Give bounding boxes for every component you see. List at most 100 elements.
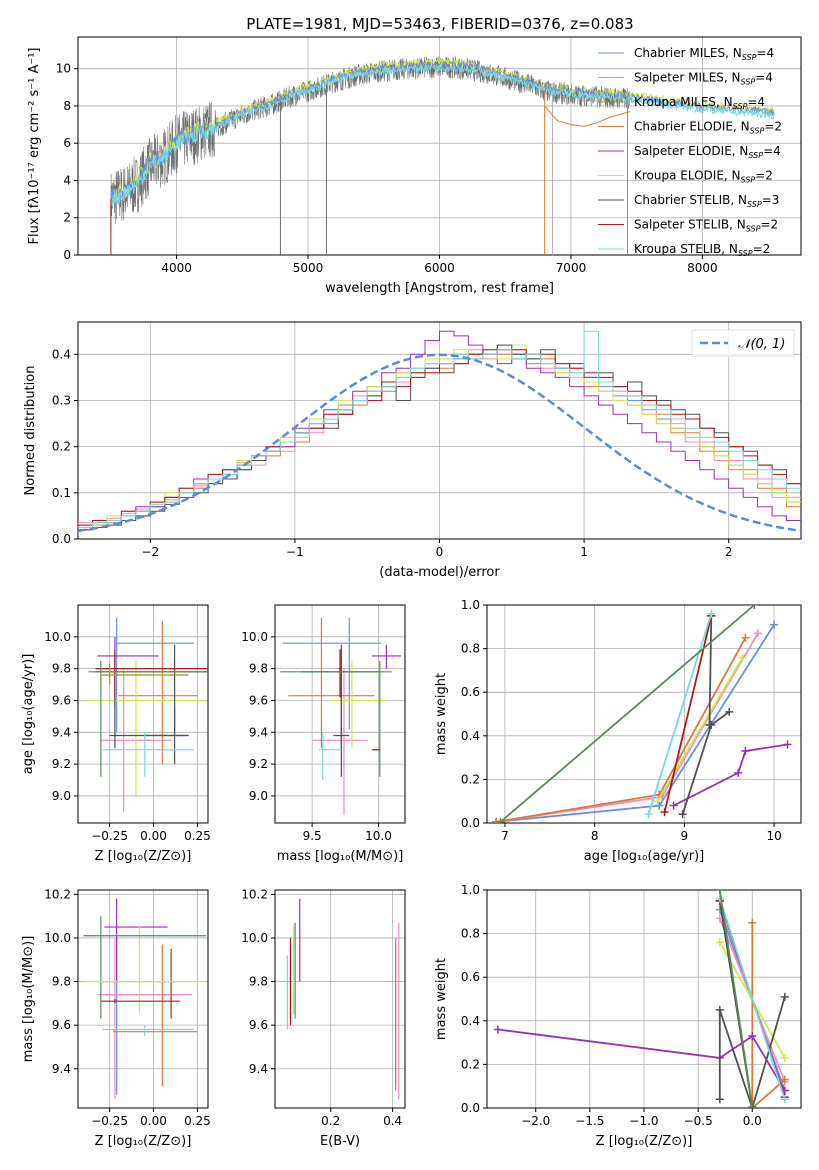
data-point [104, 898, 168, 982]
data-point [102, 732, 194, 777]
y-tick-label: 9.2 [52, 757, 71, 771]
y-tick-label: 0.4 [461, 1014, 480, 1028]
data-point [371, 644, 402, 669]
y-tick-label: 0.0 [461, 1101, 480, 1115]
panel-age_vs_Z: −0.25 0.00 0.25 9.0 9.2 9.4 9.6 9.8 10.0 Z [log₁₀… [21, 604, 211, 864]
y-axis-label: mass weight [434, 958, 449, 1040]
x-tick-label: 0.2 [321, 1114, 340, 1128]
spectrum-lines [110, 56, 775, 255]
x-tick-label: 1 [580, 545, 588, 559]
data-point [100, 663, 189, 685]
figure-title: PLATE=1981, MJD=53463, FIBERID=0376, z=0… [246, 15, 633, 33]
legend-label: Chabrier STELIB, NSSP=3 [634, 193, 779, 209]
series-line-chabrier_stelib [708, 615, 713, 725]
panel-age_vs_mass: 9.5 10.0 9.0 9.2 9.4 9.6 9.8 10.0 mass [log₁₀(M/… [241, 604, 406, 864]
x-tick-label: −2 [141, 545, 159, 559]
x-tick-label: −0.25 [91, 829, 128, 843]
y-tick-label: 10 [56, 62, 71, 76]
series-marker [725, 707, 734, 716]
y-tick-label: 0.0 [461, 816, 480, 830]
x-tick-label: −0.5 [684, 1114, 713, 1128]
y-tick-label: 9.6 [249, 693, 268, 707]
x-tick-label: 10.0 [365, 829, 392, 843]
series-line-chabrier_stelib [681, 711, 730, 815]
series-marker [653, 797, 662, 806]
x-tick-label: 10 [766, 829, 781, 843]
data-point [102, 1025, 194, 1037]
series-marker [748, 918, 757, 927]
series-marker [678, 810, 687, 819]
y-axis-label: mass weight [434, 673, 449, 755]
grid [487, 604, 801, 824]
y-tick-label: 0.1 [52, 486, 71, 500]
series-line-kroupa_stelib [718, 898, 786, 1100]
y-tick-label: 9.8 [52, 662, 71, 676]
legend-label: Salpeter STELIB, NSSP=2 [634, 218, 778, 234]
data-point [280, 660, 392, 777]
series-marker [770, 620, 779, 629]
y-tick-label: 1.0 [461, 883, 480, 897]
axes-frame [77, 604, 209, 824]
y-tick-label: 9.6 [249, 1018, 268, 1032]
x-tick-label: 9 [681, 829, 689, 843]
data-point [333, 649, 350, 749]
series-marker [496, 817, 505, 823]
series-line-salpeter_elodie [673, 743, 788, 807]
x-tick-label: 0.4 [383, 1114, 402, 1128]
series-marker [669, 801, 678, 810]
legend-label: Chabrier ELODIE, NSSP=2 [634, 120, 782, 136]
legend-label: 𝒩(0, 1) [738, 337, 785, 352]
y-tick-label: 9.4 [52, 725, 71, 739]
x-tick-label: 8000 [687, 261, 718, 275]
normal-curve [78, 353, 801, 533]
data-point [83, 916, 207, 1019]
series-marker [783, 740, 792, 749]
legend: 𝒩(0, 1) [691, 329, 795, 357]
y-tick-label: 4 [63, 173, 71, 187]
x-axis-label: Z [log₁₀(Z/Z⊙)] [95, 1134, 192, 1149]
x-axis-label: E(B-V) [320, 1134, 360, 1149]
x-tick-label: −1.5 [575, 1114, 604, 1128]
legend-label: Salpeter MILES, NSSP=4 [634, 71, 773, 87]
data-point [97, 636, 159, 709]
y-tick-label: 9.4 [249, 1062, 268, 1076]
series-marker [660, 808, 669, 817]
y-axis-label: Normed distribution [23, 366, 38, 496]
legend-label: Chabrier MILES, NSSP=4 [634, 46, 774, 62]
y-tick-label: 0.4 [52, 347, 71, 361]
data-point [97, 937, 193, 1100]
series-marker [753, 629, 762, 638]
y-tick-label: 10.2 [241, 887, 268, 901]
series-marker [734, 768, 743, 777]
panel-mass_vs_ebv: 0.2 0.4 9.4 9.6 9.8 10.0 10.2 E(B-V) [241, 887, 406, 1149]
x-axis-label: Z [log₁₀(Z/Z⊙)] [95, 849, 192, 864]
histogram-salpeter_elodie [78, 330, 801, 531]
axes-frame [486, 604, 802, 824]
series-marker [715, 1005, 724, 1014]
series-marker [741, 747, 750, 756]
y-axis-label: age [log₁₀(age/yr)] [21, 654, 36, 775]
grid [78, 605, 208, 823]
y-tick-label: 9.6 [52, 1018, 71, 1032]
data-point [282, 617, 382, 730]
series-marker [750, 605, 759, 609]
y-tick-label: 10.0 [44, 630, 71, 644]
y-tick-label: 0.8 [461, 642, 480, 656]
y-tick-label: 9.8 [249, 662, 268, 676]
x-tick-label: −1.0 [629, 1114, 658, 1128]
panel-residuals: −2 −1 0 1 2 0.0 0.1 0.2 0.3 0.4 (data-model)/error… [23, 321, 802, 580]
y-tick-label: 0.6 [461, 685, 480, 699]
x-tick-label: 9.5 [303, 829, 322, 843]
x-tick-label: 7000 [556, 261, 587, 275]
legend-label: Salpeter ELODIE, NSSP=4 [634, 144, 781, 160]
axes-frame [274, 889, 406, 1109]
data-point [288, 617, 375, 749]
errorbar-group [286, 898, 400, 1100]
y-tick-label: 10.0 [44, 931, 71, 945]
legend-box [691, 329, 795, 357]
legend-label: Kroupa STELIB, NSSP=2 [634, 242, 770, 258]
series-line-chabrier_stelib [718, 996, 786, 1108]
x-axis-label: mass [log₁₀(M/M⊙)] [277, 849, 404, 864]
